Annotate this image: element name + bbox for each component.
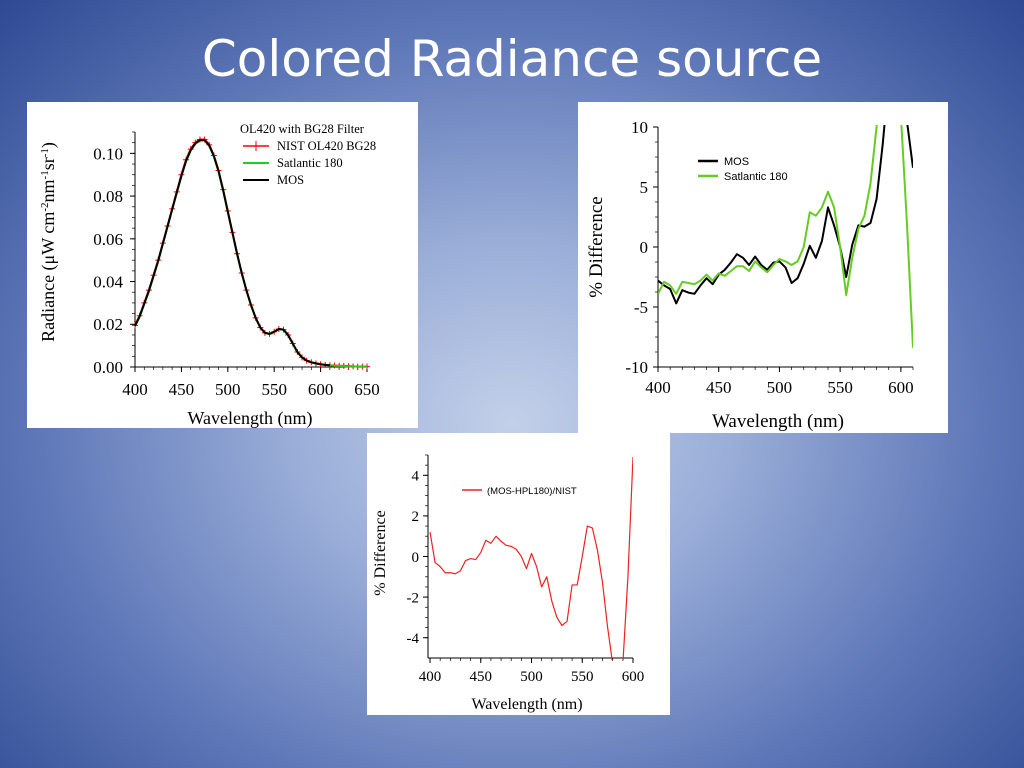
legend-label-mos: MOS <box>724 156 749 168</box>
difference-x-axis-label: Wavelength (nm) <box>712 411 844 432</box>
legend-label-satlantic: Satlantic 180 <box>277 156 343 170</box>
radiance-y-axis-label: Radiance (μW cm-2nm-1sr-1) <box>38 142 59 342</box>
x-tick-label: 500 <box>767 378 793 397</box>
legend-label-mos: MOS <box>277 173 304 187</box>
difference-axes: 400 450 500 550 600 -10 -5 0 5 10 <box>625 118 913 397</box>
nist-difference-x-axis-label: Wavelength (nm) <box>471 696 582 713</box>
nist-difference-y-axis-label: % Difference <box>372 510 389 595</box>
difference-chart: 400 450 500 550 600 -10 -5 0 5 10 MOS Satlantic 1… <box>586 118 914 432</box>
x-tick-label: 450 <box>169 380 195 399</box>
y-tick-label: 0.04 <box>93 272 123 291</box>
x-tick-label: 550 <box>571 669 594 685</box>
x-tick-label: 650 <box>354 380 380 399</box>
y-tick-label: 0.08 <box>93 187 123 206</box>
x-tick-label: 500 <box>215 380 241 399</box>
x-tick-label: 600 <box>622 669 645 685</box>
series-line--mos-hpl180-nist <box>429 457 633 660</box>
y-tick-label: 0 <box>640 238 649 257</box>
radiance-legend: OL420 with BG28 Filter NIST OL420 BG28 S… <box>240 122 376 187</box>
x-tick-label: 400 <box>122 380 148 399</box>
radiance-chart-panel: 400 450 500 550 600 650 0.00 0.02 0.04 0.06 0.08 0.… <box>27 102 418 428</box>
radiance-chart: 400 450 500 550 600 650 0.00 0.02 0.04 0.06 0.08 0.… <box>38 122 380 428</box>
legend-label-ratio: (MOS-HPL180)/NIST <box>487 486 577 497</box>
x-tick-label: 550 <box>827 378 853 397</box>
slide-title: Colored Radiance source <box>201 30 823 88</box>
nist-difference-legend: (MOS-HPL180)/NIST <box>462 486 577 497</box>
difference-chart-panel: 400 450 500 550 600 -10 -5 0 5 10 MOS Satlantic 1… <box>578 102 948 433</box>
difference-y-axis-label: % Difference <box>586 196 607 297</box>
y-tick-label: 4 <box>412 469 420 485</box>
radiance-series <box>132 136 370 370</box>
y-tick-label: 0.10 <box>93 144 123 163</box>
y-tick-label: 0.02 <box>93 315 123 334</box>
y-tick-label: 0.00 <box>93 358 123 377</box>
series-line-satlantic-180 <box>658 125 913 348</box>
x-tick-label: 450 <box>706 378 732 397</box>
nist-difference-axes: 400 450 500 550 600 -4 -2 0 2 4 <box>407 454 645 685</box>
y-tick-label: 2 <box>412 509 420 525</box>
y-tick-label: -5 <box>634 298 648 317</box>
x-tick-label: 400 <box>645 378 671 397</box>
y-tick-label: 0.06 <box>93 230 123 249</box>
radiance-x-axis-label: Wavelength (nm) <box>187 408 312 428</box>
y-tick-label: -2 <box>407 590 420 606</box>
nist-difference-chart-panel: 400 450 500 550 600 -4 -2 0 2 4 (MOS-HPL180)/NIST… <box>367 433 670 715</box>
y-tick-label: 0 <box>412 550 420 566</box>
x-tick-label: 400 <box>419 669 442 685</box>
legend-title: OL420 with BG28 Filter <box>240 122 365 136</box>
series-line-nist-ol420-bg28 <box>134 138 367 368</box>
radiance-axes: 400 450 500 550 600 650 0.00 0.02 0.04 0.06 0.08 0.… <box>93 131 380 399</box>
series-line-mos <box>658 125 913 305</box>
x-tick-label: 600 <box>888 378 914 397</box>
x-tick-label: 600 <box>308 380 334 399</box>
y-tick-label: 10 <box>631 118 648 137</box>
nist-difference-series <box>429 457 633 660</box>
y-tick-label: -4 <box>407 631 420 647</box>
series-line-satlantic-180 <box>134 139 367 368</box>
y-tick-label: 5 <box>640 178 649 197</box>
nist-difference-chart: 400 450 500 550 600 -4 -2 0 2 4 (MOS-HPL180)/NIST… <box>372 454 645 713</box>
x-tick-label: 450 <box>470 669 493 685</box>
x-tick-label: 550 <box>261 380 287 399</box>
series-line-mos <box>134 139 330 367</box>
y-tick-label: -10 <box>625 358 648 377</box>
legend-label-satlantic: Satlantic 180 <box>724 171 788 183</box>
x-tick-label: 500 <box>520 669 543 685</box>
difference-series <box>658 125 913 348</box>
difference-legend: MOS Satlantic 180 <box>698 156 788 183</box>
legend-label-nist: NIST OL420 BG28 <box>277 139 376 153</box>
